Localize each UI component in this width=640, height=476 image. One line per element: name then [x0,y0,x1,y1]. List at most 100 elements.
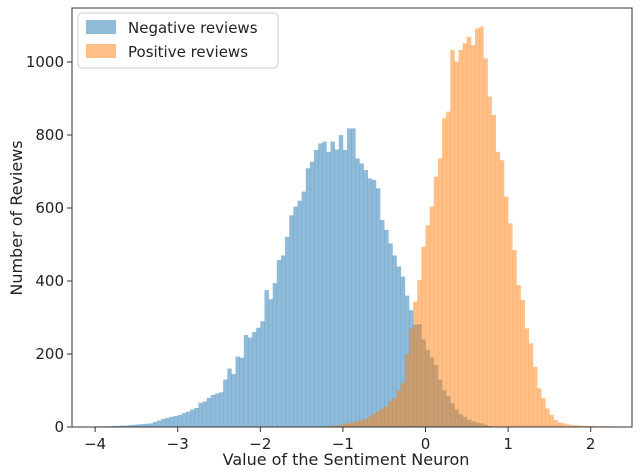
negative-histogram-bar [231,374,235,427]
negative-histogram-bar [351,128,355,427]
negative-histogram-bar [248,338,252,427]
negative-histogram-bar [252,332,256,427]
negative-histogram-bar [203,401,207,427]
positive-histogram-bar [430,207,434,427]
positive-histogram-bar [421,247,425,427]
x-tick-label: −4 [84,435,106,453]
negative-histogram-bar [227,369,231,427]
positive-histogram-bar [545,408,549,427]
negative-histogram-bar [293,207,297,427]
positive-histogram-bar [413,302,417,427]
positive-histogram-bar [504,197,508,427]
negative-histogram-bar [186,412,190,427]
negative-histogram-bar [161,419,165,427]
positive-histogram-bar [359,420,363,427]
negative-histogram-bar [211,395,215,427]
positive-histogram-bar [463,43,467,427]
positive-histogram-bar [483,58,487,427]
positive-histogram-bar [442,118,446,427]
positive-histogram-bar [554,420,558,427]
negative-histogram-bar [326,152,330,427]
y-tick-label: 1000 [26,53,64,71]
negative-histogram-bar [331,142,335,427]
negative-histogram-bar [256,328,260,427]
negative-histogram-bar [355,158,359,427]
positive-histogram-bar [364,419,368,427]
negative-histogram-bar [236,357,240,427]
positive-histogram-bar [450,50,454,427]
positive-histogram-bar [392,398,396,427]
negative-histogram-bar [215,393,219,427]
negative-histogram-bar [273,283,277,427]
legend-swatch-negative [86,20,116,34]
y-tick-label: 200 [35,345,64,363]
y-axis-label: Number of Reviews [7,140,26,295]
negative-histogram-bar [339,135,343,427]
negative-histogram-bar [359,163,363,427]
negative-histogram-bar [318,143,322,427]
legend-label-negative: Negative reviews [128,19,258,37]
positive-histogram-bar [459,50,463,427]
negative-histogram-bar [219,392,223,427]
negative-histogram-bar [194,408,198,427]
positive-histogram-bar [471,45,475,427]
positive-histogram-bar [368,417,372,427]
positive-histogram-bar [397,391,401,427]
negative-histogram-bar [198,403,202,427]
legend: Negative reviews Positive reviews [78,13,278,68]
positive-histogram-bar [446,112,450,427]
negative-histogram-bar [178,415,182,427]
negative-histogram-bar [384,230,388,427]
negative-histogram-bar [376,188,380,427]
positive-histogram-bar [516,285,520,427]
positive-histogram-bar [558,423,562,427]
positive-histogram-bar [384,407,388,427]
negative-histogram-bar [149,423,153,427]
positive-histogram-bar [492,115,496,427]
positive-histogram-bar [351,423,355,427]
negative-histogram-bar [335,150,339,427]
negative-histogram-bar [240,358,244,427]
negative-histogram-bar [277,260,281,427]
positive-histogram-bar [401,383,405,427]
negative-histogram-bar [310,162,314,427]
negative-histogram-bar [153,422,157,427]
positive-histogram-bar [426,225,430,427]
positive-histogram-bar [479,27,483,427]
positive-histogram-bar [512,250,516,427]
positive-histogram-bar [533,367,537,427]
y-tick-label: 0 [54,418,64,436]
negative-histogram-bar [182,413,186,427]
negative-histogram-bar [260,321,264,427]
negative-histogram-bar [347,128,351,427]
negative-histogram-bar [281,255,285,427]
negative-histogram-bar [207,398,211,427]
positive-histogram-bar [434,177,438,427]
negative-histogram-bar [343,150,347,427]
positive-histogram-bar [467,37,471,427]
negative-histogram-bar [223,380,227,427]
negative-histogram-bar [388,243,392,427]
positive-histogram-bar [409,328,413,427]
negative-histogram-bar [169,417,173,427]
negative-histogram-bar [289,215,293,427]
negative-histogram-bar [364,170,368,427]
positive-histogram-bar [525,328,529,427]
negative-histogram-bar [372,180,376,427]
positive-histogram-bar [372,414,376,427]
positive-histogram-bar [454,62,458,427]
negative-histogram-bar [306,168,310,427]
x-tick-label: 1 [503,435,513,453]
negative-histogram-bar [297,201,301,427]
x-tick-label: −3 [167,435,189,453]
negative-histogram-bar [285,237,289,427]
negative-histogram-bar [322,142,326,427]
positive-histogram-bar [496,152,500,427]
x-axis-label: Value of the Sentiment Neuron [223,450,470,469]
negative-histogram-bar [314,150,318,427]
bars-layer [95,27,616,427]
positive-histogram-bar [541,398,545,427]
y-tick-label: 400 [35,272,64,290]
